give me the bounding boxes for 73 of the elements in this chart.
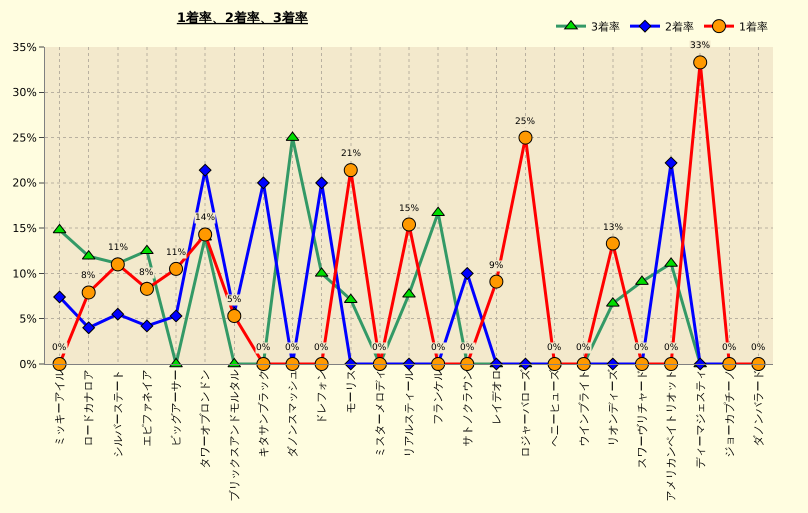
data-label: 0% [751, 343, 766, 353]
data-label: 8% [139, 268, 154, 278]
x-tick-label: サトノクラウン [460, 369, 474, 446]
x-tick-label: ビッグアーサー [170, 369, 183, 446]
x-tick-label: ヘニーヒューズ [548, 368, 562, 446]
y-tick-label: 10% [12, 267, 37, 280]
data-label: 0% [460, 343, 475, 353]
data-label: 0% [52, 343, 67, 353]
y-tick-label: 15% [12, 222, 37, 235]
legend-label: 3着率 [591, 20, 620, 34]
x-tick-label: レイデオロ [490, 369, 503, 424]
point [111, 308, 124, 321]
x-tick-label: ダノンスマッシュ [286, 369, 300, 458]
data-label: 5% [227, 295, 242, 305]
data-label: 0% [664, 343, 679, 353]
data-label: 0% [722, 343, 737, 353]
data-label: 0% [285, 343, 300, 353]
x-tick-label: ミスターメロディ [373, 369, 386, 458]
x-tick-label: スワーヴリチャード [636, 369, 649, 468]
x-tick-label: ミッキーアイル [53, 369, 66, 446]
x-tick-label: アメリカンペイトリオット [664, 369, 678, 502]
data-label: 11% [166, 248, 186, 258]
x-tick-label: ブリックスアンドモルタル [228, 369, 241, 502]
x-tick-label: ジョーカプチーノ [722, 369, 736, 458]
data-label: 0% [576, 343, 591, 353]
x-tick-label: キタサンブラック [256, 369, 270, 458]
x-tick-label: シルバーステート [111, 369, 124, 458]
data-label: 33% [690, 41, 710, 51]
legend-label: 1着率 [739, 20, 768, 34]
data-label: 15% [399, 204, 420, 214]
point [664, 156, 678, 170]
data-label: 11% [108, 243, 128, 253]
data-label: 14% [195, 213, 216, 223]
y-tick-label: 30% [12, 86, 37, 100]
x-tick-label: ロードカナロア [82, 369, 96, 446]
data-label: 0% [314, 343, 329, 353]
x-tick-label: タワーオブロンドン [198, 369, 212, 468]
data-label: 13% [603, 223, 624, 233]
data-label: 9% [489, 261, 504, 271]
y-tick-label: 20% [12, 176, 37, 190]
legend-label: 2着率 [665, 20, 694, 34]
x-tick-label: リアルスティール [402, 369, 416, 458]
point [460, 267, 474, 280]
point [198, 164, 212, 177]
x-tick-label: ダノンバラード [752, 369, 766, 446]
y-tick-label: 25% [12, 131, 37, 144]
data-label: 8% [81, 271, 96, 281]
x-tick-label: モーリス [344, 369, 358, 414]
point [257, 176, 270, 190]
point [53, 290, 66, 304]
point [519, 358, 532, 370]
y-tick-label: 35% [12, 40, 37, 54]
data-label: 0% [256, 343, 271, 353]
data-label: 0% [634, 343, 649, 353]
point [170, 310, 182, 322]
chart-title: 1着率、2着率、3着率 [176, 10, 308, 26]
x-tick-label: ウインブライト [577, 369, 590, 446]
data-label: 25% [515, 117, 536, 127]
point [140, 320, 154, 332]
x-tick-label: リオンディーズ [606, 368, 620, 446]
y-tick-label: 0% [19, 358, 37, 371]
x-tick-label: ドレフォン [315, 369, 328, 424]
data-label: 0% [547, 343, 562, 353]
point [315, 176, 328, 190]
x-tick-label: エピファネイア [140, 369, 154, 446]
point [402, 358, 416, 370]
data-label: 21% [341, 149, 362, 159]
data-label: 0% [372, 343, 387, 353]
data-label: 0% [431, 343, 446, 353]
x-tick-label: ディーマジェスティ [694, 369, 707, 468]
y-tick-label: 5% [19, 312, 37, 326]
point [82, 321, 96, 334]
x-tick-label: ロジャーバローズ [519, 368, 532, 458]
